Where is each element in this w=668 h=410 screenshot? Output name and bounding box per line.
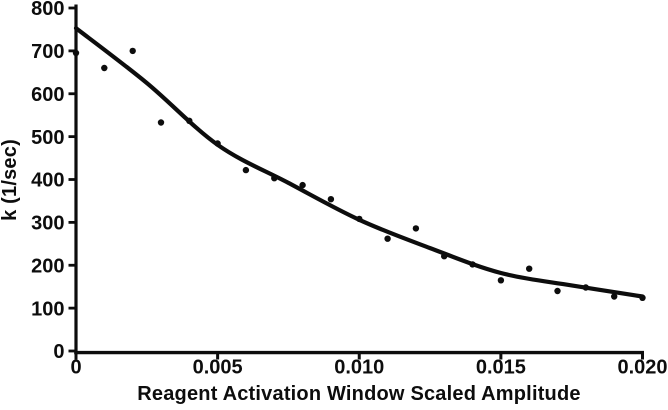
y-axis-title: k (1/sec) (0, 139, 21, 221)
data-point (526, 265, 533, 272)
x-tick-label: 0.010 (334, 357, 384, 379)
y-tick-label: 400 (31, 170, 64, 192)
fit-curve (73, 26, 645, 299)
y-tick-label: 200 (31, 255, 64, 277)
data-point (72, 49, 80, 57)
data-point (554, 287, 561, 295)
data-point (157, 119, 165, 126)
data-point (497, 277, 505, 284)
y-tick-label: 500 (31, 127, 64, 149)
data-point (384, 235, 391, 242)
y-tick-label: 100 (31, 298, 64, 320)
y-tick-label: 700 (31, 41, 64, 63)
data-point (242, 166, 250, 174)
data-point (412, 225, 420, 232)
data-point (101, 64, 108, 72)
x-tick-label: 0 (70, 357, 81, 379)
y-tick-label: 600 (31, 84, 64, 106)
plot-area: 0 100 200 300 400 500 600 700 800 0 0.005 0.010 0.01… (31, 0, 667, 379)
data-point (299, 181, 306, 189)
data-point (327, 196, 335, 203)
y-tick-label: 300 (31, 213, 64, 235)
data-point (129, 47, 136, 55)
x-tick-label: 0.005 (193, 357, 243, 379)
y-tick-label: 800 (31, 0, 64, 20)
x-tick-label: 0.020 (617, 357, 667, 379)
x-axis-title: Reagent Activation Window Scaled Amplitu… (137, 383, 580, 405)
data-point (611, 293, 618, 300)
y-tick-label: 0 (53, 341, 64, 363)
x-tick-label: 0.015 (476, 357, 526, 379)
